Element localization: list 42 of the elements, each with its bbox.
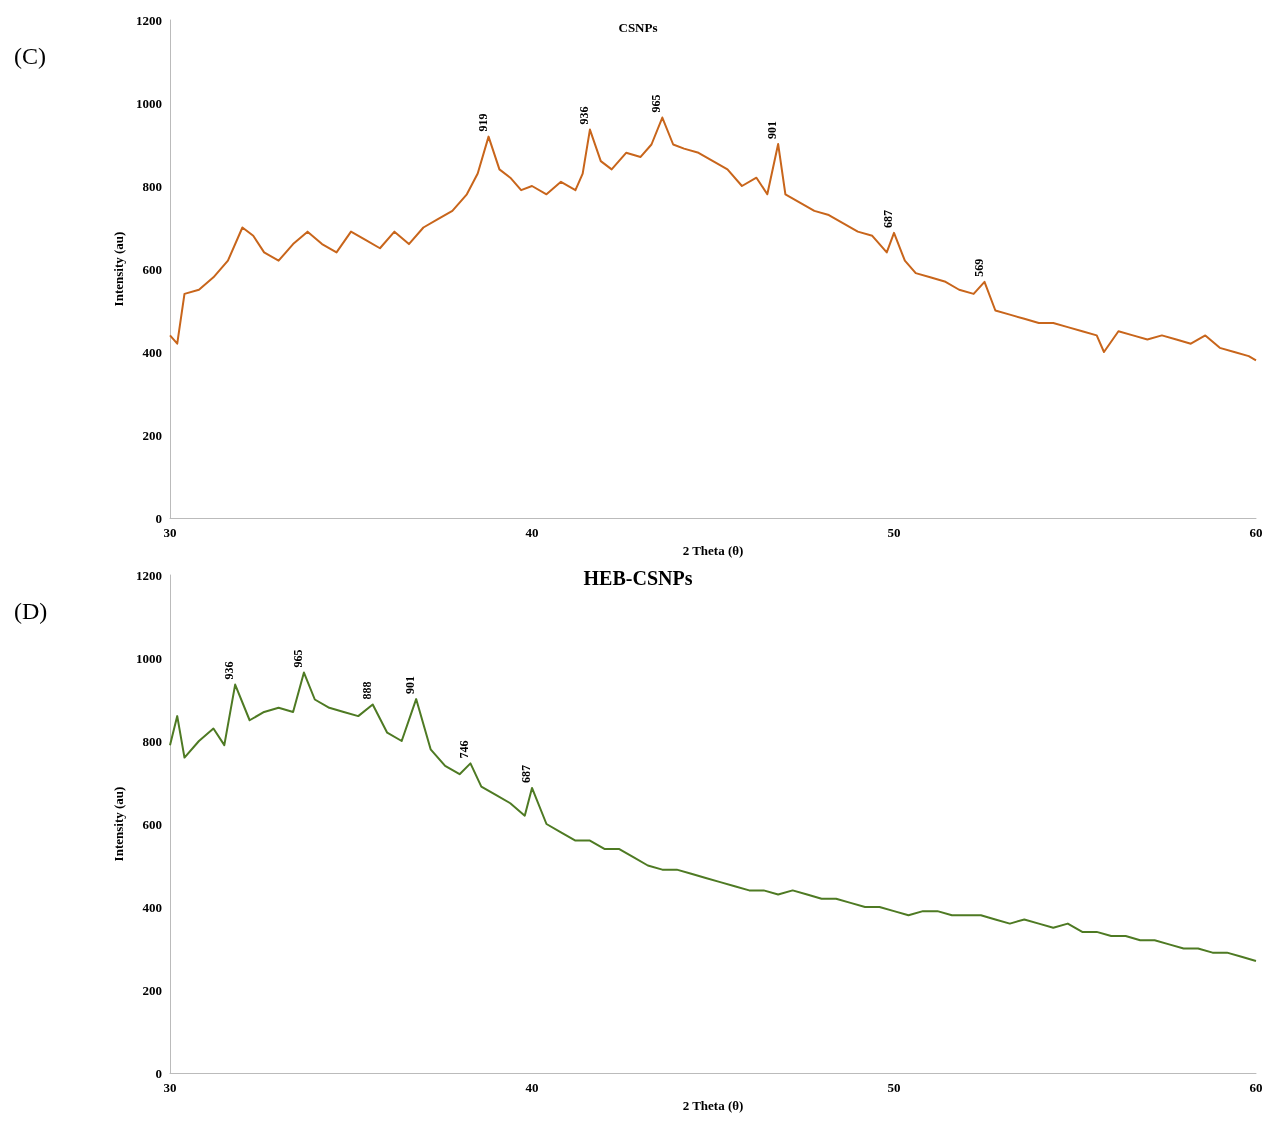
y-axis-title: Intensity (au): [111, 231, 126, 307]
y-tick-label: 1200: [136, 12, 162, 28]
x-tick-label: 30: [163, 1080, 177, 1095]
annotation: 919: [475, 113, 490, 132]
annotation: 746: [457, 740, 472, 759]
x-tick-label: 50: [887, 1080, 901, 1095]
y-tick-label: 800: [142, 178, 162, 194]
annotation: 569: [971, 258, 986, 277]
text: (C): [14, 43, 46, 69]
y-tick-label: 1000: [136, 95, 162, 111]
y-tick-label: 0: [155, 510, 162, 526]
y-tick-label: 600: [142, 816, 162, 832]
chart-title: CSNPs: [618, 20, 658, 35]
annotation: 965: [290, 649, 305, 668]
x-axis-title: 2 Theta (θ): [682, 1097, 744, 1113]
y-axis-title: Intensity (au): [111, 786, 126, 862]
x-tick-label: 40: [525, 525, 539, 540]
annotation: 965: [649, 94, 664, 113]
y-tick-label: 400: [142, 344, 162, 360]
x-tick-label: 40: [525, 1080, 539, 1095]
y-tick-label: 200: [142, 982, 162, 998]
y-tick-label: 0: [155, 1065, 162, 1081]
y-tick-label: 200: [142, 427, 162, 443]
y-tick-label: 1200: [136, 567, 162, 583]
text: (D): [14, 598, 48, 624]
annotation: 901: [403, 676, 418, 695]
y-tick-label: 600: [142, 261, 162, 277]
y-tick-label: 400: [142, 899, 162, 915]
y-tick-label: 800: [142, 733, 162, 749]
y-tick-label: 1000: [136, 650, 162, 666]
chart-title: HEB-CSNPs: [583, 567, 693, 589]
x-axis-title: 2 Theta (θ): [682, 542, 744, 558]
x-tick-label: 50: [887, 525, 901, 540]
x-tick-label: 30: [163, 525, 177, 540]
annotation: 687: [881, 209, 895, 228]
annotation: 901: [765, 121, 780, 140]
annotation: 936: [576, 106, 591, 125]
annotation: 687: [519, 764, 533, 783]
x-tick-label: 60: [1249, 525, 1263, 540]
annotation: 936: [222, 661, 237, 680]
annotation: 888: [359, 681, 374, 700]
x-tick-label: 60: [1249, 1080, 1263, 1095]
